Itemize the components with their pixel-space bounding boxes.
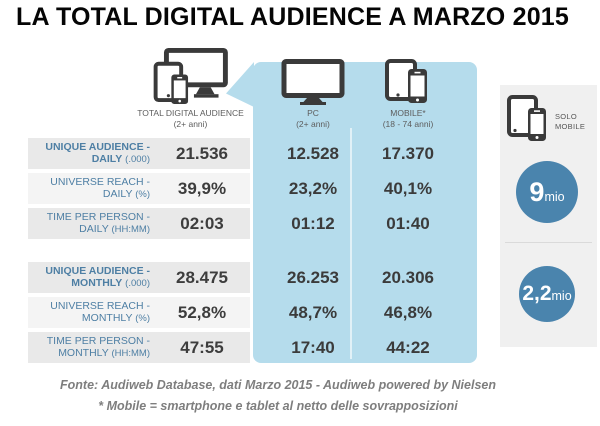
solo-mobile-stat-2mio: 2,2mio: [519, 266, 575, 322]
column-label-mobile: MOBILE*: [390, 108, 426, 118]
column-label-total: TOTAL DIGITAL AUDIENCE: [137, 108, 244, 118]
total-value: 52,8%: [177, 302, 227, 322]
sidebar-divider: [505, 242, 592, 243]
mobile-value: 40,1%: [383, 178, 433, 198]
solo-mobile-header: SOLO MOBILE: [507, 95, 585, 148]
row-label: UNIQUE AUDIENCE - DAILY (.000): [45, 140, 150, 166]
column-sublabel-total: (2+ anni): [173, 119, 208, 129]
table-row: UNIQUE AUDIENCE - DAILY (.000) 21.536: [28, 138, 250, 169]
solo-mobile-panel: SOLO MOBILE 9mio 2,2mio: [500, 85, 597, 347]
total-value: 21.536: [176, 143, 228, 163]
total-value: 02:03: [180, 213, 224, 233]
pc-value: 26.253: [287, 267, 339, 287]
row-label: UNIVERSE REACH - MONTHLY (%): [50, 299, 150, 325]
monitor-tablet-phone-icon: [153, 47, 229, 105]
column-header-mobile: MOBILE* (18 - 74 anni): [348, 47, 468, 130]
mobile-value: 01:40: [386, 213, 430, 233]
page-title: LA TOTAL DIGITAL AUDIENCE A MARZO 2015: [16, 3, 570, 31]
table-row: UNIVERSE REACH - MONTHLY (%) 52,8%: [28, 297, 250, 328]
row-label: UNIQUE AUDIENCE - MONTHLY (.000): [45, 264, 150, 290]
table-row: TIME PER PERSON - DAILY (HH:MM) 02:03: [28, 208, 250, 239]
mobile-value: 17.370: [382, 143, 434, 163]
pc-mobile-highlight-panel: [253, 62, 477, 363]
total-value: 39,9%: [177, 178, 227, 198]
mobile-value: 44:22: [386, 337, 430, 357]
pc-value: 01:12: [291, 213, 335, 233]
mobile-definition-note: * Mobile = smartphone e tablet al netto …: [98, 399, 458, 413]
desktop-monitor-icon: [281, 47, 345, 105]
total-value: 28.475: [176, 267, 228, 287]
row-label: TIME PER PERSON - DAILY (HH:MM): [46, 210, 150, 236]
column-label-pc: PC: [307, 108, 319, 118]
table-row: UNIVERSE REACH - DAILY (%) 39,9%: [28, 173, 250, 204]
column-header-pc: PC (2+ anni): [253, 47, 373, 130]
row-label: TIME PER PERSON - MONTHLY (HH:MM): [46, 334, 150, 360]
pc-value: 12.528: [287, 143, 339, 163]
column-sublabel-pc: (2+ anni): [296, 119, 330, 129]
pc-value: 17:40: [291, 337, 335, 357]
table-row: UNIQUE AUDIENCE - MONTHLY (.000) 28.475: [28, 262, 250, 293]
column-sublabel-mobile: (18 - 74 anni): [382, 119, 434, 129]
tablet-phone-icon: [507, 95, 551, 148]
source-note: Fonte: Audiweb Database, dati Marzo 2015…: [0, 375, 556, 417]
tablet-phone-icon: [385, 47, 431, 105]
total-value: 47:55: [180, 337, 224, 357]
row-label: UNIVERSE REACH - DAILY (%): [50, 175, 150, 201]
table-row: TIME PER PERSON - MONTHLY (HH:MM) 47:55: [28, 332, 250, 363]
pc-mobile-column-divider: [350, 128, 352, 359]
mobile-value: 20.306: [382, 267, 434, 287]
solo-mobile-stat-9mio: 9mio: [516, 161, 578, 223]
pc-value: 23,2%: [288, 178, 338, 198]
column-header-total: TOTAL DIGITAL AUDIENCE (2+ anni): [123, 47, 258, 130]
mobile-value: 46,8%: [383, 302, 433, 322]
pc-value: 48,7%: [288, 302, 338, 322]
solo-mobile-label: SOLO MOBILE: [555, 112, 586, 131]
source-line: Fonte: Audiweb Database, dati Marzo 2015…: [60, 378, 496, 392]
